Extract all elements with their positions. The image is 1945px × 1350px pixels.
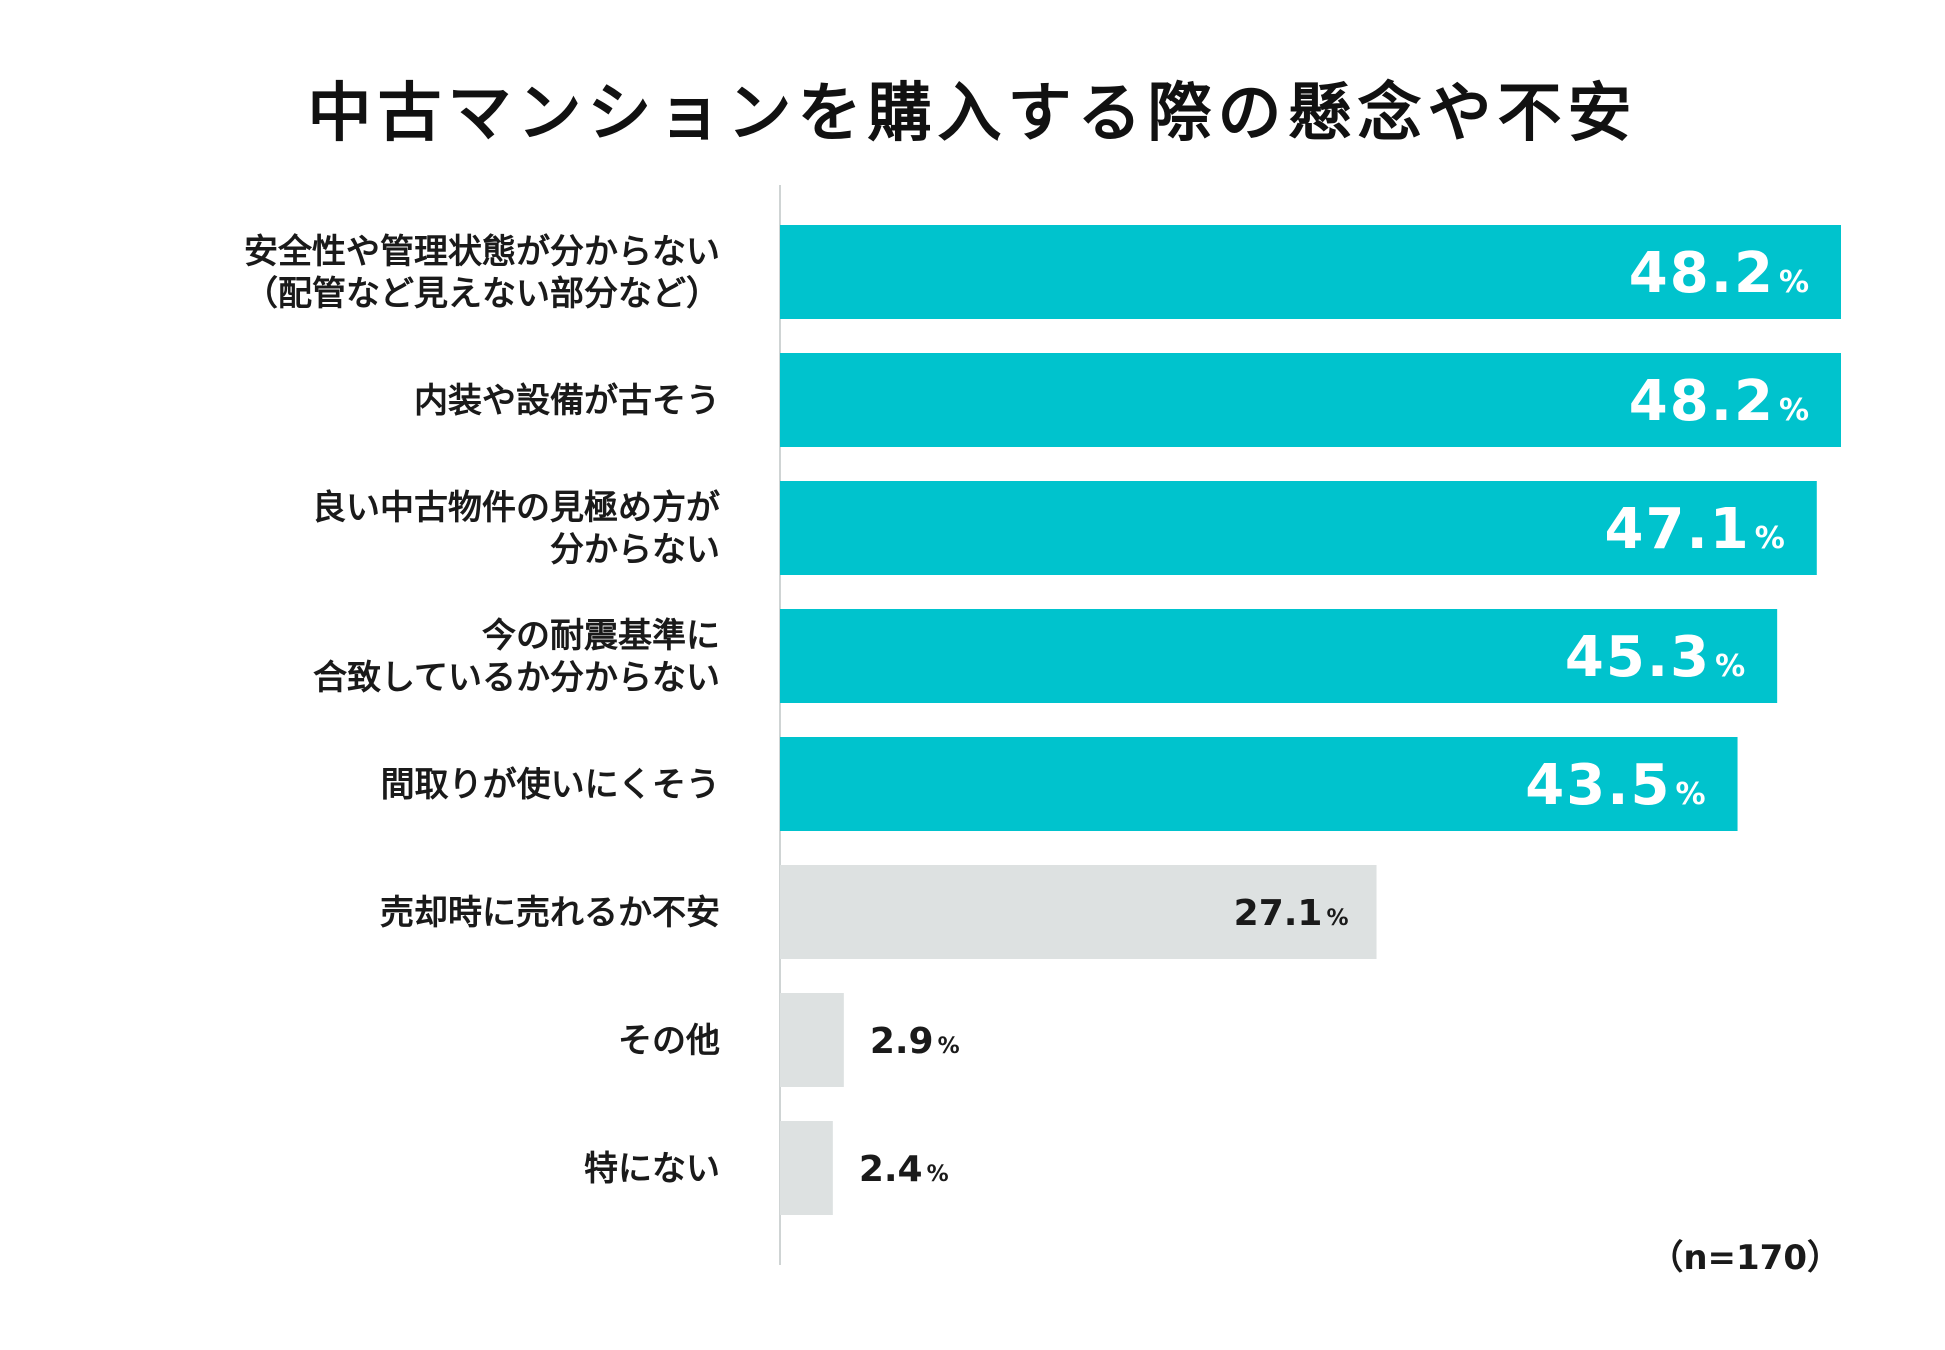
value-unit: %	[1755, 521, 1785, 556]
category-label-line: 間取りが使いにくそう	[381, 765, 720, 805]
value-number: 48.2	[1629, 241, 1775, 306]
value-label-5: 43.5%	[1525, 753, 1705, 818]
value-label-6: 27.1%	[1234, 893, 1349, 934]
bar-7	[780, 993, 844, 1087]
category-label-line: （配管など見えない部分など）	[244, 274, 720, 314]
category-label-3: 良い中古物件の見極め方が分からない	[312, 488, 720, 570]
bar-5	[780, 737, 1738, 831]
value-number: 2.9	[870, 1021, 934, 1062]
category-label-line: 良い中古物件の見極め方が	[312, 488, 720, 528]
category-label-line: 安全性や管理状態が分からない	[244, 232, 720, 272]
value-label-1: 48.2%	[1629, 241, 1809, 306]
value-unit: %	[938, 1034, 960, 1059]
category-label-5: 間取りが使いにくそう	[381, 765, 720, 805]
category-label-line: 内装や設備が古そう	[414, 381, 720, 421]
category-label-6: 売却時に売れるか不安	[380, 893, 720, 933]
bar-4	[780, 609, 1778, 703]
bar-8	[780, 1121, 833, 1215]
bar-2	[780, 353, 1841, 447]
bars-layer: 安全性や管理状態が分からない（配管など見えない部分など） 48.2 % 内装や設備が古…	[244, 225, 1841, 1215]
value-number: 27.1	[1234, 893, 1323, 934]
value-unit: %	[1779, 265, 1809, 300]
value-label-7: 2.9%	[870, 1021, 960, 1062]
value-label-8: 2.4%	[859, 1149, 949, 1190]
value-label-3: 47.1%	[1605, 497, 1785, 562]
category-label-4: 今の耐震基準に合致しているか分からない	[313, 616, 720, 698]
value-number: 47.1	[1605, 497, 1751, 562]
category-label-1: 安全性や管理状態が分からない（配管など見えない部分など）	[244, 232, 720, 314]
category-label-2: 内装や設備が古そう	[414, 381, 720, 421]
value-unit: %	[1779, 393, 1809, 428]
bar-3	[780, 481, 1817, 575]
category-label-line: その他	[618, 1021, 720, 1061]
bar-6	[780, 865, 1377, 959]
value-label-2: 48.2%	[1629, 369, 1809, 434]
category-label-line: 合致しているか分からない	[313, 658, 720, 698]
category-label-line: 分からない	[550, 530, 720, 570]
bar-1	[780, 225, 1841, 319]
value-number: 45.3	[1565, 625, 1711, 690]
category-label-line: 特にない	[584, 1149, 720, 1189]
sample-size-note: （n=170）	[1649, 1238, 1841, 1278]
value-number: 2.4	[859, 1149, 923, 1190]
value-unit: %	[1326, 906, 1348, 931]
chart-title: 中古マンションを購入する際の懸念や不安	[307, 77, 1638, 151]
value-number: 48.2	[1629, 369, 1775, 434]
value-unit: %	[1675, 777, 1705, 812]
category-label-line: 売却時に売れるか不安	[380, 893, 720, 933]
value-number: 43.5	[1525, 753, 1671, 818]
value-unit: %	[1715, 649, 1745, 684]
value-label-4: 45.3%	[1565, 625, 1745, 690]
value-unit: %	[927, 1162, 949, 1187]
category-label-8: 特にない	[584, 1149, 720, 1189]
category-label-line: 今の耐震基準に	[482, 616, 720, 656]
category-label-7: その他	[618, 1021, 720, 1061]
